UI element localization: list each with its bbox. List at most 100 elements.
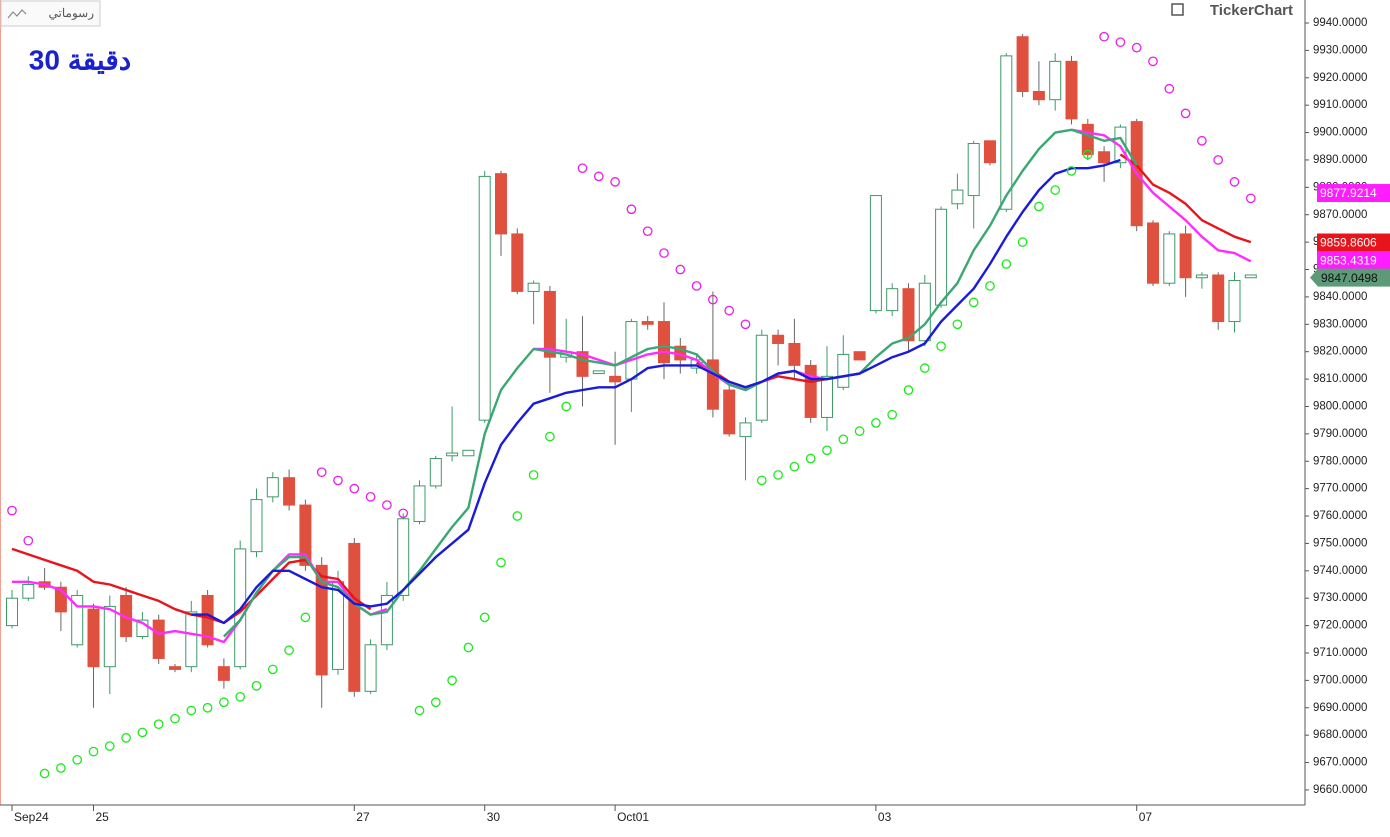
candle-body xyxy=(217,666,230,681)
candle-body xyxy=(772,334,785,344)
sar-dot xyxy=(479,612,490,623)
candle xyxy=(918,274,931,347)
sar-dot xyxy=(1180,108,1191,119)
sar-dot xyxy=(985,281,995,291)
candle-body xyxy=(1000,55,1013,210)
sar-dot xyxy=(39,768,50,779)
sar-dot xyxy=(854,426,865,436)
sar-dot xyxy=(398,508,409,519)
sar-dot xyxy=(561,401,572,412)
sar-dot xyxy=(170,713,180,724)
button-frame[interactable] xyxy=(0,0,101,27)
sar-dot xyxy=(1001,259,1012,269)
candle-body xyxy=(495,173,507,235)
candle xyxy=(755,329,768,423)
sar-dot xyxy=(1131,42,1142,53)
candle xyxy=(1065,55,1078,125)
sar-dot xyxy=(267,664,278,675)
candle xyxy=(217,658,230,689)
sar-dot xyxy=(1082,149,1093,160)
sar-dot xyxy=(316,467,327,478)
sar-dot xyxy=(1229,177,1240,187)
candle xyxy=(821,346,833,432)
candle-body xyxy=(1244,274,1257,279)
candle-body xyxy=(739,422,752,438)
price-label-box xyxy=(1317,233,1390,252)
candle-body xyxy=(935,208,948,306)
sar-dot xyxy=(447,675,457,686)
sar-dot xyxy=(349,483,360,494)
candle xyxy=(1147,220,1159,286)
sar-dot xyxy=(202,702,213,713)
sar-dot xyxy=(903,385,914,395)
candle xyxy=(283,469,296,511)
candle xyxy=(120,587,133,643)
candle xyxy=(185,600,198,673)
sar-dot xyxy=(1115,37,1126,48)
sar-dot xyxy=(626,204,637,215)
sar-dot xyxy=(659,248,669,258)
price-label: 9847.0498 xyxy=(1321,271,1378,285)
chart-title: 30 دقيقة xyxy=(29,44,131,75)
candle-body xyxy=(1032,90,1045,101)
candle xyxy=(413,480,426,525)
y-tick-label: 9720.0000 xyxy=(1313,620,1367,632)
price-label-box xyxy=(1318,268,1390,287)
toolbar-button[interactable]: رسوماتي xyxy=(0,0,101,27)
candle xyxy=(1195,272,1208,289)
sar-dot xyxy=(104,741,115,751)
candle xyxy=(87,603,100,708)
candle-body xyxy=(299,504,312,566)
candle xyxy=(1179,225,1192,297)
sar-dot xyxy=(708,294,718,305)
price-label: 9859.8606 xyxy=(1320,236,1377,250)
candle xyxy=(1163,231,1176,286)
candle-body xyxy=(103,605,116,668)
sar-dot xyxy=(121,733,131,743)
x-tick-label: 27 xyxy=(356,810,370,824)
candle-body xyxy=(951,189,964,205)
candle xyxy=(837,335,850,391)
candle-body xyxy=(1212,274,1225,323)
sar-dot xyxy=(1050,185,1061,195)
button-label[interactable]: رسوماتي xyxy=(49,6,95,20)
candle-body xyxy=(804,364,817,418)
sar-dot xyxy=(545,431,555,442)
candle xyxy=(152,614,165,664)
sar-dot xyxy=(382,500,392,510)
candle xyxy=(495,170,507,256)
y-tick-label: 9930.0000 xyxy=(1313,44,1367,56)
sar-dot xyxy=(1245,193,1256,204)
y-tick-label: 9900.0000 xyxy=(1313,127,1367,139)
candle-body xyxy=(169,666,181,670)
sar-dot xyxy=(838,434,849,445)
candle-body xyxy=(332,581,344,670)
sar-dot xyxy=(72,754,83,765)
sar-dot xyxy=(724,305,735,316)
candle-body xyxy=(266,477,279,498)
sar-dot xyxy=(789,461,800,472)
button-icon[interactable] xyxy=(7,9,27,19)
sar-dot xyxy=(577,163,588,174)
candle xyxy=(380,581,393,651)
sar-dot xyxy=(463,642,474,653)
y-tick-label: 9820.0000 xyxy=(1313,346,1367,358)
y-tick-label: 9920.0000 xyxy=(1313,72,1367,84)
candle-body xyxy=(527,282,540,292)
price-label-box xyxy=(1317,184,1390,203)
sar-dot xyxy=(871,418,881,428)
x-tick-label: 07 xyxy=(1139,810,1153,824)
sar-dot xyxy=(740,319,751,330)
sar-dot xyxy=(512,511,523,521)
sar-dot xyxy=(496,557,506,568)
candle xyxy=(723,384,736,437)
price-label: 9853.4319 xyxy=(1320,253,1377,267)
candle xyxy=(984,140,996,166)
candle-body xyxy=(364,644,377,692)
sar-dot xyxy=(251,681,262,691)
sar-dot xyxy=(1164,83,1175,94)
y-tick-label: 9770.0000 xyxy=(1313,483,1367,495)
candle-body xyxy=(853,351,866,361)
candle-body xyxy=(902,288,915,342)
candle-body xyxy=(1228,279,1241,323)
